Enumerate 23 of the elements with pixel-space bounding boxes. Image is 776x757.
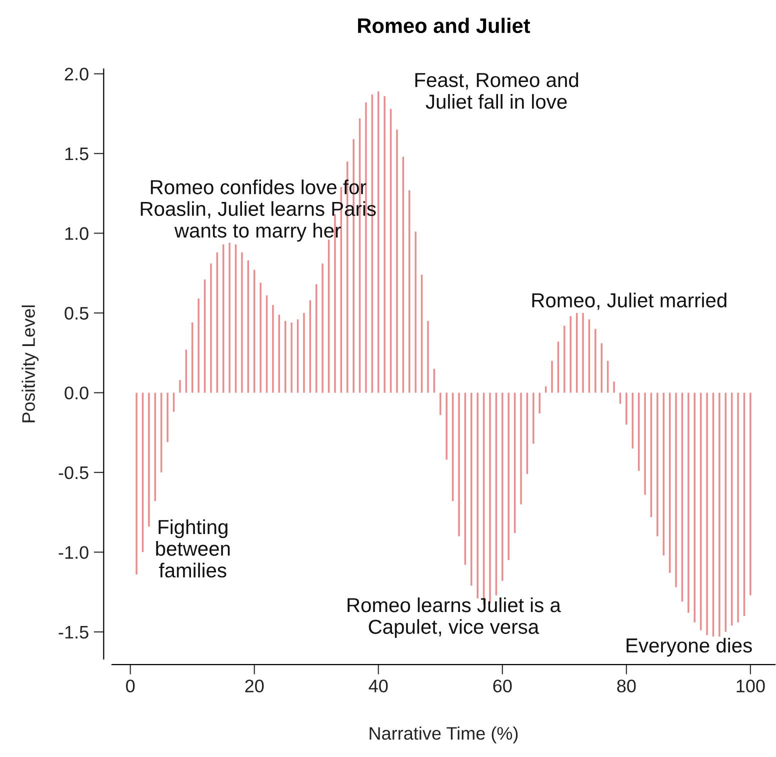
annotation: Fighting between families <box>156 519 230 578</box>
y-tick-label: 0.5 <box>64 306 88 320</box>
x-tick-label: 80 <box>617 680 636 692</box>
y-tick-label: -1.0 <box>58 546 88 559</box>
annotation: Romeo confides love for Roaslin, Juliet learns Paris wants to marry her <box>140 180 376 242</box>
x-tick-label: 40 <box>368 680 388 692</box>
x-axis-title: Narrative Time (%) <box>370 726 518 744</box>
x-tick-label: 0 <box>126 680 135 692</box>
y-tick-label: -1.5 <box>58 626 88 639</box>
chart-title: Romeo and Juliet <box>358 18 530 34</box>
x-tick-label: 20 <box>245 680 264 692</box>
y-tick-label: 0.0 <box>64 386 88 400</box>
annotation: Feast, Romeo and Juliet fall in love <box>415 72 578 109</box>
annotation: Everyone dies <box>626 638 752 657</box>
y-tick-label: -0.5 <box>58 466 88 480</box>
y-tick-label: 2.0 <box>64 68 88 81</box>
y-tick-label: 1.0 <box>65 227 88 240</box>
y-axis-title: Positivity Level <box>22 306 39 422</box>
annotation: Romeo, Juliet married <box>532 292 726 310</box>
x-tick-label: 100 <box>736 680 765 692</box>
x-tick-label: 60 <box>493 680 512 692</box>
y-tick-label: 1.5 <box>65 148 88 160</box>
annotation: Romeo learns Juliet is a Capulet, vice versa <box>348 597 561 638</box>
